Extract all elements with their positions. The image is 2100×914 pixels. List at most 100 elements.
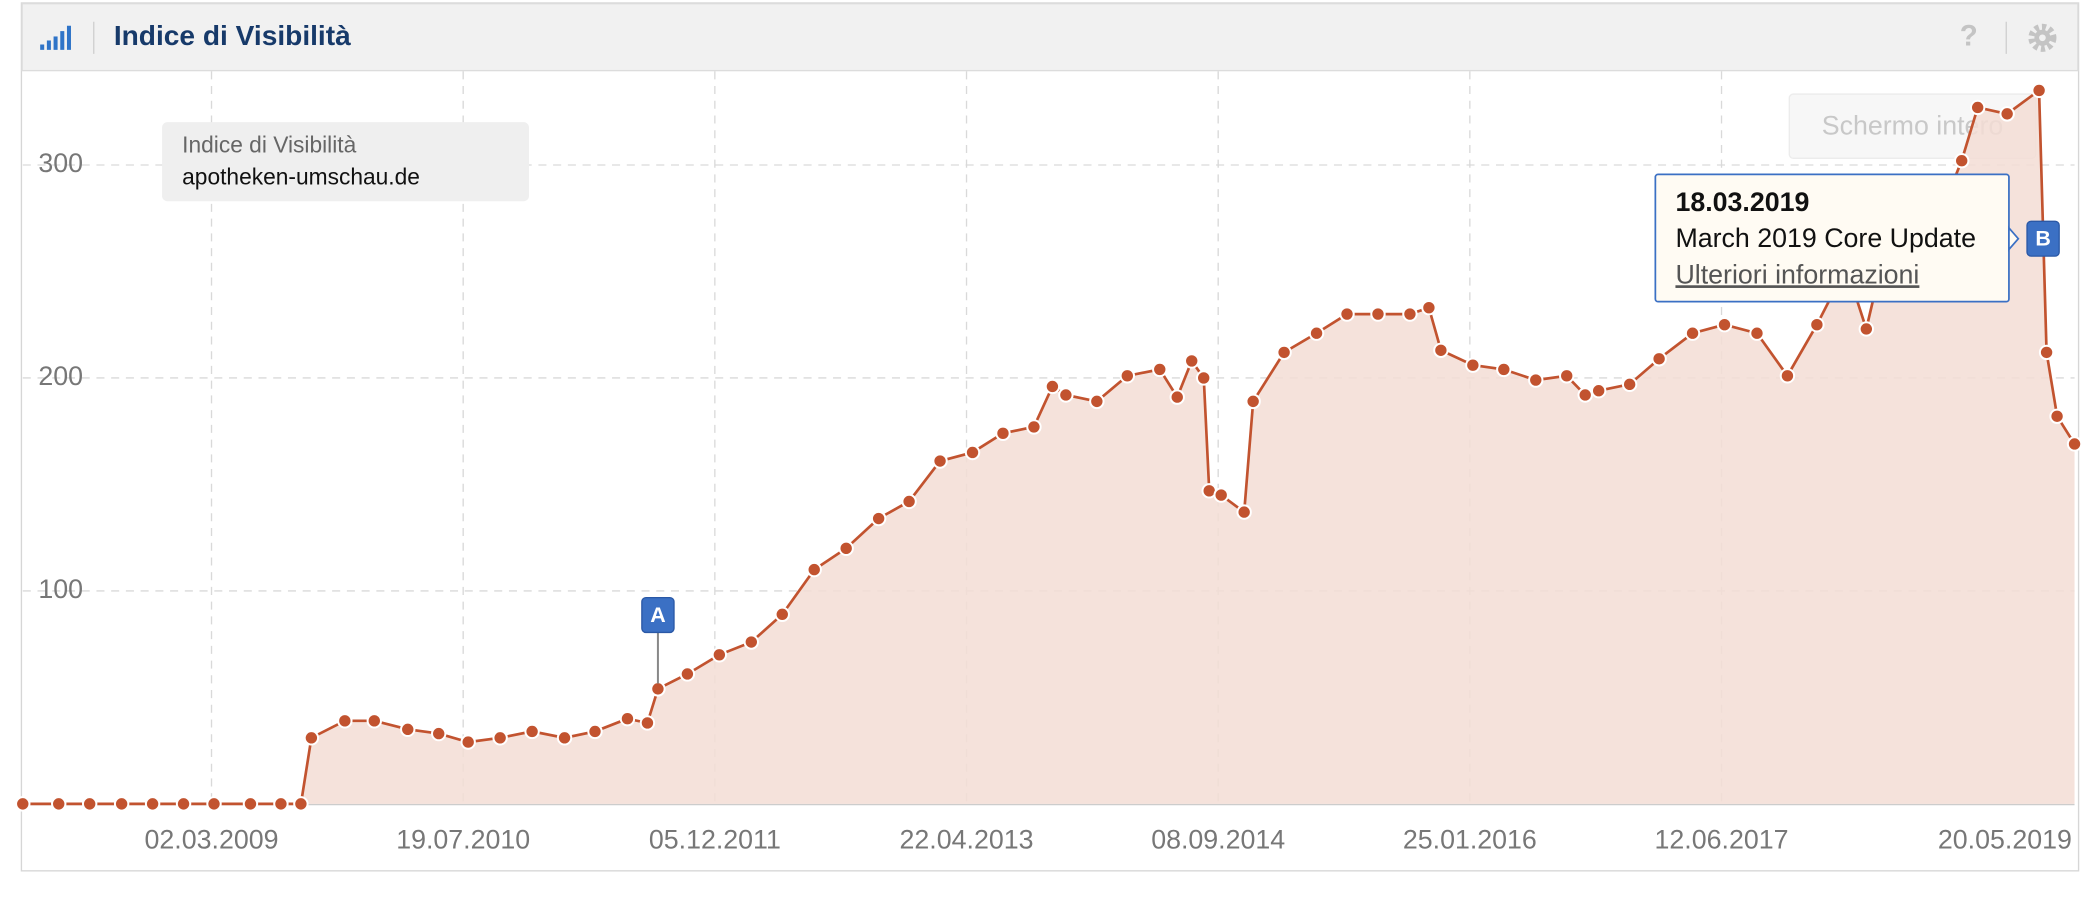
point — [293, 796, 309, 812]
point — [273, 796, 289, 812]
x-tick-label: 08.09.2014 — [1151, 824, 1285, 854]
point — [2031, 82, 2047, 99]
tooltip-date: 18.03.2019 — [1675, 187, 1809, 217]
point — [460, 734, 476, 750]
point — [743, 634, 760, 650]
point — [1559, 368, 1575, 384]
event-marker-label[interactable]: A — [650, 603, 665, 627]
point — [242, 796, 259, 812]
point — [838, 540, 854, 557]
legend-title: Indice di Visibilità — [182, 131, 356, 157]
point — [1276, 344, 1292, 361]
header-bar — [21, 2, 2079, 72]
point — [1236, 504, 1252, 520]
event-marker[interactable] — [641, 596, 675, 634]
x-tick-label: 02.03.2009 — [145, 824, 279, 854]
point — [1858, 321, 1875, 337]
point — [2049, 408, 2065, 424]
point — [1370, 306, 1386, 322]
y-tick-label: 300 — [38, 148, 83, 178]
point — [524, 723, 540, 740]
point — [587, 723, 603, 740]
point — [337, 713, 353, 729]
point — [639, 715, 656, 731]
point — [400, 721, 416, 738]
point — [15, 796, 31, 812]
point — [51, 796, 67, 812]
point — [1954, 153, 1970, 169]
point — [806, 561, 822, 578]
y-tick-label: 100 — [38, 574, 83, 604]
point — [1026, 419, 1042, 435]
point — [901, 493, 917, 510]
point — [995, 425, 1011, 442]
point — [175, 796, 192, 812]
point — [870, 510, 887, 527]
legend-box — [162, 122, 530, 202]
widget-title: Indice di Visibilità — [114, 20, 351, 51]
point — [1999, 106, 2015, 122]
event-marker-label[interactable]: B — [2035, 227, 2050, 251]
point — [431, 725, 447, 742]
point — [366, 713, 383, 729]
point — [1308, 325, 1325, 341]
point — [964, 444, 981, 461]
x-tick-label: 12.06.2017 — [1655, 824, 1789, 854]
point — [492, 730, 508, 746]
signal-icon — [40, 25, 71, 50]
x-tick-label: 20.05.2019 — [1938, 824, 2072, 854]
point — [679, 666, 696, 682]
point — [1184, 353, 1200, 369]
point — [2066, 436, 2083, 452]
point — [1213, 487, 1229, 503]
x-tick-label: 05.12.2011 — [649, 824, 781, 854]
point — [1245, 393, 1261, 410]
point — [932, 453, 948, 469]
point — [1433, 342, 1449, 358]
point — [206, 796, 222, 812]
point — [1969, 99, 1986, 116]
point — [556, 730, 573, 746]
point — [1684, 325, 1701, 341]
point — [1058, 387, 1074, 403]
point — [113, 796, 130, 812]
x-tick-label: 22.04.2013 — [900, 824, 1034, 854]
point — [1577, 387, 1593, 403]
settings-icon[interactable] — [2028, 23, 2057, 52]
point — [1339, 306, 1355, 322]
tooltip-title: March 2019 Core Update — [1675, 223, 1976, 253]
point — [1402, 306, 1418, 322]
point — [1716, 317, 1733, 333]
point — [1779, 368, 1796, 384]
point — [1621, 376, 1638, 393]
point — [774, 606, 790, 623]
point — [1044, 378, 1061, 395]
tooltip-link[interactable]: Ulteriori informazioni — [1675, 259, 1919, 289]
point — [1528, 372, 1544, 388]
y-tick-label: 200 — [38, 361, 83, 391]
point — [1465, 357, 1481, 373]
point — [1169, 389, 1185, 405]
point — [144, 796, 161, 812]
point — [1119, 368, 1136, 384]
area-fill — [22, 90, 2075, 804]
point — [1651, 351, 1667, 367]
point — [1590, 383, 1607, 399]
point — [1089, 393, 1105, 410]
point — [711, 647, 728, 663]
help-icon[interactable]: ? — [1960, 20, 1978, 53]
point — [1196, 370, 1212, 386]
event-marker[interactable] — [2026, 220, 2060, 257]
point — [81, 796, 98, 812]
plot: 100 200 300 02.03.2009 19.07.2010 05.12.2011 2… — [15, 71, 2083, 854]
x-tick-label: 19.07.2010 — [396, 824, 530, 854]
point — [1152, 361, 1168, 378]
point — [1809, 317, 1825, 333]
point — [2038, 344, 2055, 361]
legend-entry: apotheken-umschau.de — [182, 163, 420, 189]
point — [303, 730, 320, 746]
x-tick-label: 25.01.2016 — [1403, 824, 1537, 854]
point — [1496, 361, 1512, 378]
